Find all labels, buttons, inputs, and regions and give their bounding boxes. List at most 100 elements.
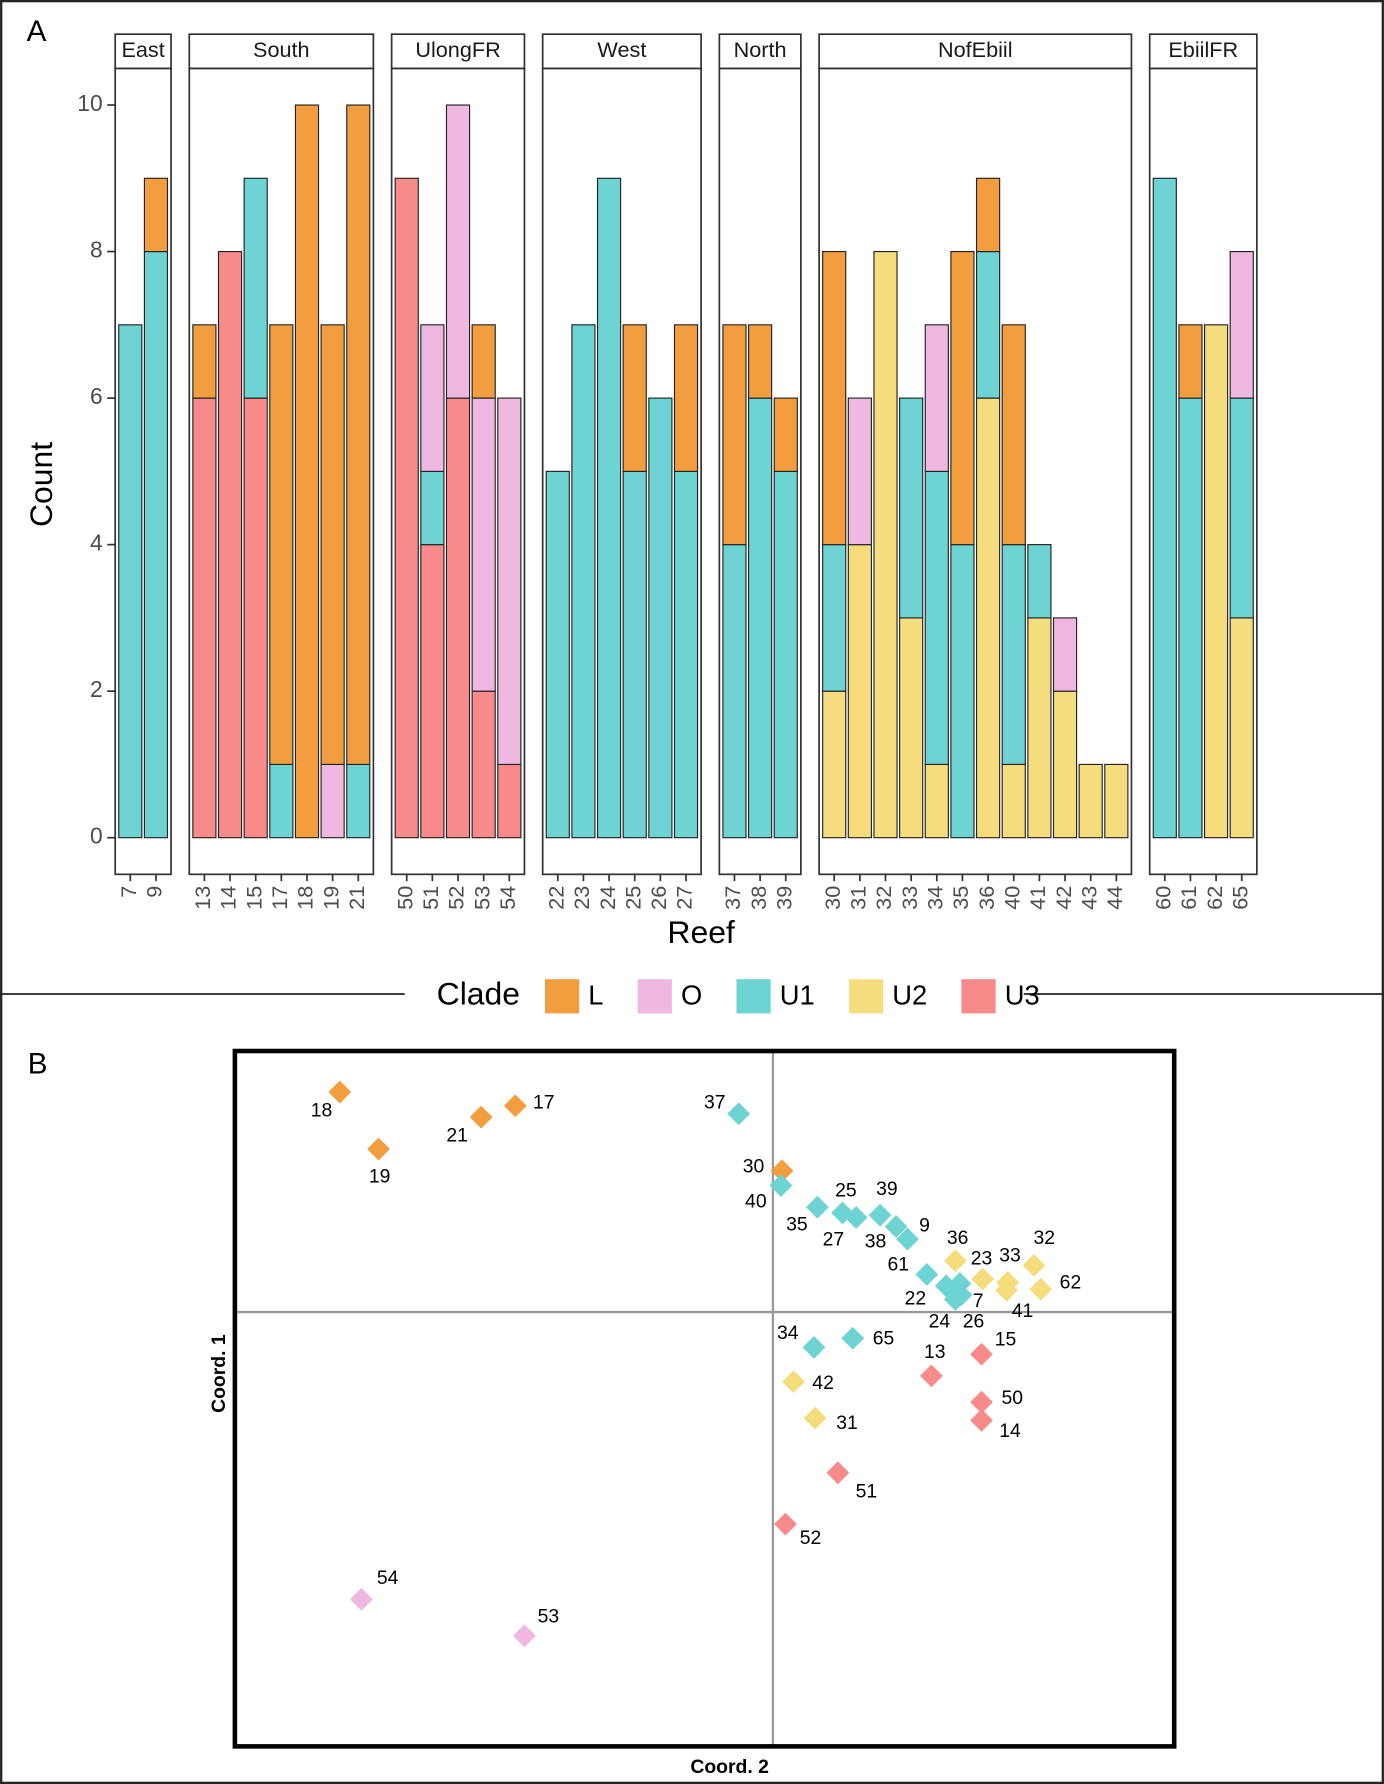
point-label: 19: [369, 1166, 391, 1188]
x-tick-label: 43: [1076, 886, 1101, 910]
legend-label: U2: [892, 980, 927, 1011]
point-label: 41: [1012, 1300, 1034, 1322]
x-tick-label: 26: [646, 886, 671, 910]
legend-key: [736, 979, 771, 1014]
x-tick-label: 44: [1102, 886, 1127, 910]
point: [841, 1326, 865, 1350]
x-axis-title: Coord. 2: [690, 1756, 769, 1778]
facet-strip: [818, 33, 1133, 70]
bar-segment: [394, 177, 419, 839]
bar-segment: [346, 104, 371, 766]
legend-label: O: [681, 980, 702, 1011]
facet-label: East: [121, 37, 164, 62]
point: [513, 1624, 536, 1648]
point-label: 65: [873, 1328, 895, 1350]
x-tick-label: 22: [543, 886, 568, 910]
bar-segment: [1229, 397, 1254, 619]
x-axis-title: Reef: [667, 914, 735, 950]
x-tick-label: 14: [216, 886, 241, 910]
bar-segment: [747, 324, 773, 399]
bar-segment: [924, 470, 949, 766]
x-tick-label: 36: [974, 886, 999, 910]
facet-strip: [188, 33, 375, 70]
point: [774, 1512, 797, 1536]
bar-segment: [673, 324, 699, 472]
x-tick-label: 41: [1025, 886, 1050, 910]
point: [727, 1102, 751, 1126]
bar-segment: [420, 324, 445, 472]
bar-segment: [1052, 617, 1078, 692]
point: [995, 1279, 1019, 1302]
point: [328, 1080, 352, 1104]
x-tick-label: 13: [190, 886, 215, 910]
bar-segment: [471, 324, 496, 399]
facet-label: West: [597, 37, 646, 62]
facet-label: South: [253, 37, 310, 62]
panel-label: A: [27, 15, 47, 48]
point: [970, 1408, 993, 1432]
legend-label: U3: [1005, 980, 1040, 1011]
bar-segment: [648, 397, 673, 839]
bar-segment: [243, 177, 268, 399]
bar-segment: [899, 397, 924, 619]
bar-segment: [873, 250, 898, 839]
point-label: 25: [835, 1179, 857, 1201]
point: [469, 1105, 493, 1129]
bar-segment: [269, 324, 294, 766]
bar-segment: [192, 324, 217, 399]
point-label: 53: [538, 1606, 560, 1628]
point: [844, 1206, 868, 1229]
bar-segment: [143, 177, 169, 253]
facet-strip: [541, 33, 702, 70]
point-label: 13: [924, 1341, 946, 1363]
point: [896, 1227, 919, 1251]
bar-segment: [773, 470, 798, 839]
bar-segment: [1027, 544, 1052, 619]
point-label: 36: [947, 1227, 969, 1249]
x-tick-label: 24: [595, 886, 620, 910]
bar-segment: [1203, 324, 1229, 839]
point-label: 38: [865, 1231, 887, 1253]
x-tick-label: 51: [418, 886, 443, 910]
facet-label: NofEbiil: [938, 37, 1013, 62]
bar-segment: [1152, 177, 1177, 839]
bar-segment: [950, 250, 975, 546]
legend-key: [637, 979, 672, 1014]
bar-segment: [243, 397, 268, 839]
y-axis-title: Count: [23, 442, 59, 527]
x-tick-label: 9: [142, 886, 167, 898]
point-label: 35: [786, 1214, 808, 1236]
bar-segment: [1229, 617, 1254, 839]
facet-label: EbiilFR: [1168, 37, 1238, 62]
point-label: 32: [1033, 1227, 1055, 1249]
bar-segment: [420, 470, 445, 546]
x-tick-label: 15: [241, 886, 266, 910]
x-tick-label: 33: [897, 886, 922, 910]
point-label: 40: [745, 1191, 767, 1213]
x-tick-label: 35: [948, 886, 973, 910]
bar-segment: [1178, 324, 1203, 399]
x-tick-label: 25: [620, 886, 645, 910]
bar-segment: [1229, 250, 1254, 399]
bar-segment: [1027, 617, 1052, 839]
plot-frame: [232, 1048, 1177, 1749]
point-label: 62: [1060, 1272, 1082, 1294]
x-tick-label: 23: [569, 886, 594, 910]
x-tick-label: 65: [1227, 886, 1252, 910]
x-tick-label: 40: [999, 886, 1024, 910]
bar-segment: [320, 763, 345, 839]
y-tick-label: 2: [90, 676, 103, 702]
bar-segment: [445, 397, 471, 839]
bar-segment: [1001, 324, 1026, 546]
point: [1022, 1253, 1046, 1277]
x-tick-label: 32: [871, 886, 896, 910]
point-label: 14: [999, 1420, 1021, 1442]
bar-segment: [471, 397, 496, 692]
panel-label: B: [28, 1048, 48, 1081]
x-tick-label: 17: [267, 886, 292, 910]
point: [970, 1390, 993, 1414]
bar-segment: [747, 397, 773, 839]
point-label: 52: [800, 1527, 822, 1549]
bar-segment: [622, 470, 647, 839]
